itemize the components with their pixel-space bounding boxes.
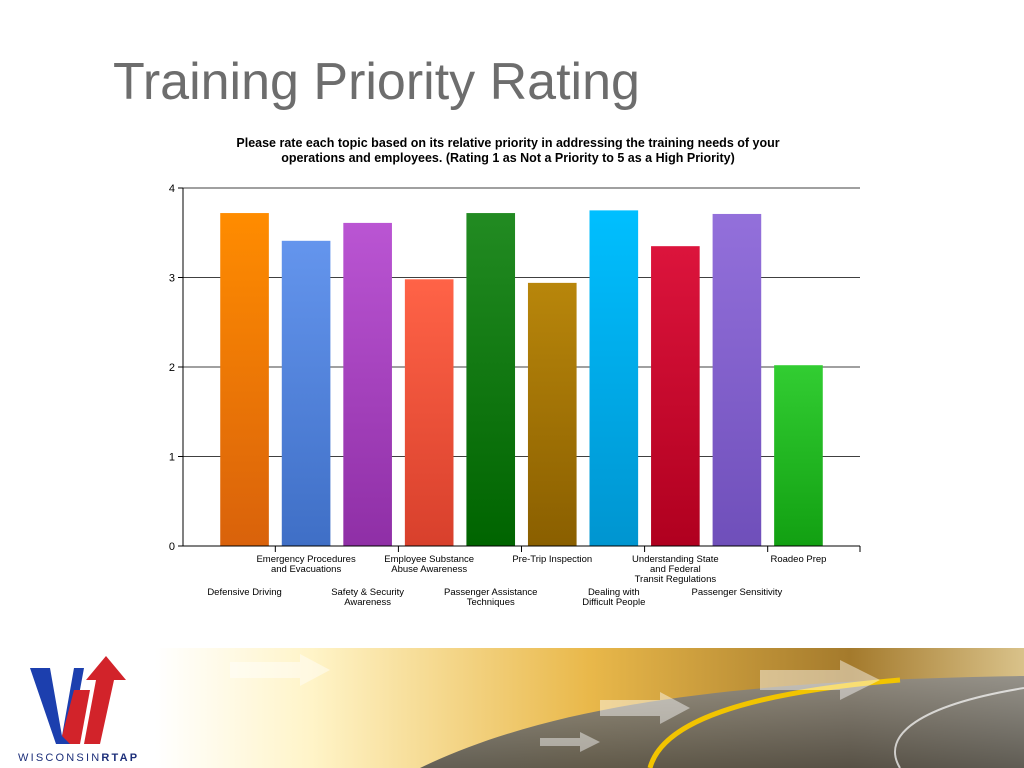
- y-tick-label: 3: [169, 273, 175, 285]
- bar-5: [466, 213, 516, 546]
- footer-road-banner: [0, 640, 1024, 768]
- x-category-label: Passenger Sensitivity: [691, 587, 782, 598]
- x-category-label: Emergency Procedures and Evacuations: [256, 554, 356, 575]
- bar-10: [774, 365, 823, 546]
- chart-title-line-1: Please rate each topic based on its rela…: [236, 136, 779, 150]
- bar-9: [712, 213, 762, 546]
- bar-7: [589, 210, 639, 546]
- bar-chart: Please rate each topic based on its rela…: [169, 136, 861, 608]
- y-tick-label: 2: [169, 362, 175, 374]
- bar-2: [281, 240, 331, 546]
- wisconsin-rtap-logo-icon: [30, 656, 126, 744]
- bar-6: [527, 282, 577, 546]
- x-category-label: Safety & Security Awareness: [331, 587, 404, 608]
- x-category-label: Pre-Trip Inspection: [512, 554, 592, 565]
- y-tick-label: 4: [169, 183, 175, 195]
- bar-3: [343, 222, 392, 546]
- x-category-label: Defensive Driving: [207, 587, 281, 598]
- y-tick-label: 1: [169, 452, 175, 464]
- slide-title: Training Priority Rating: [113, 53, 640, 111]
- x-category-label: Employee Substance Abuse Awareness: [384, 554, 474, 575]
- y-tick-label: 0: [169, 541, 175, 553]
- x-category-label: Understanding State and Federal Transit Re…: [632, 554, 719, 585]
- x-category-label: Dealing with Difficult People: [582, 587, 645, 608]
- bar-4: [404, 279, 454, 546]
- bar-1: [220, 213, 269, 546]
- chart-title-line-2: operations and employees. (Rating 1 as N…: [281, 151, 735, 165]
- logo-wordmark: WISCONSINRTAP: [18, 752, 140, 764]
- bar-8: [651, 246, 700, 547]
- x-category-label: Roadeo Prep: [770, 554, 826, 565]
- x-category-label: Passenger Assistance Techniques: [444, 587, 537, 608]
